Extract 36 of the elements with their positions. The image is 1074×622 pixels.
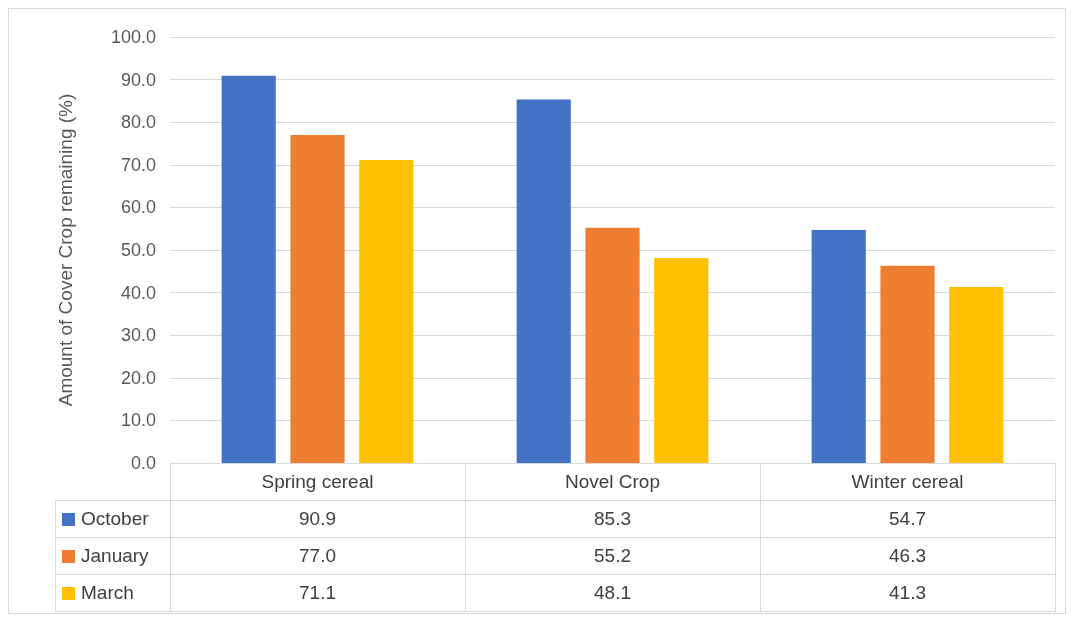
legend-label: October	[55, 500, 170, 538]
y-tick-label: 10.0	[120, 410, 156, 431]
bar	[811, 229, 866, 463]
y-tick-label: 70.0	[120, 154, 156, 175]
data-label: 48.1	[465, 574, 760, 612]
legend-label: March	[55, 574, 170, 612]
y-tick-label: 80.0	[120, 112, 156, 133]
data-label: 90.9	[170, 500, 465, 538]
data-label: 46.3	[760, 537, 1055, 575]
y-tick-label: 90.0	[120, 69, 156, 90]
x-tick-label: Winter cereal	[760, 463, 1055, 501]
y-tick-label: 100.0	[110, 27, 156, 47]
data-label: 54.7	[760, 500, 1055, 538]
y-tick-label: 40.0	[120, 282, 156, 303]
x-tick-label: Novel Crop	[465, 463, 760, 501]
y-tick-label: 50.0	[120, 240, 156, 260]
bar	[290, 134, 345, 463]
bar	[359, 160, 414, 463]
bar	[221, 75, 276, 463]
legend-label: January	[55, 537, 170, 575]
x-tick-label: Spring cereal	[170, 463, 465, 501]
data-label: 41.3	[760, 574, 1055, 612]
y-tick-label: 60.0	[120, 197, 156, 218]
data-label: 85.3	[465, 500, 760, 538]
y-tick-label: 0.0	[130, 453, 156, 473]
data-label: 55.2	[465, 537, 760, 575]
bar	[880, 265, 935, 463]
y-axis-title: Amount of Cover Crop remaining (%)	[55, 93, 76, 407]
bar	[585, 227, 640, 463]
bar	[949, 287, 1004, 463]
y-tick-label: 20.0	[120, 367, 156, 388]
y-tick-label: 30.0	[120, 325, 156, 346]
bar	[516, 99, 571, 463]
data-label: 77.0	[170, 537, 465, 575]
data-label: 71.1	[170, 574, 465, 612]
bar	[654, 258, 709, 463]
